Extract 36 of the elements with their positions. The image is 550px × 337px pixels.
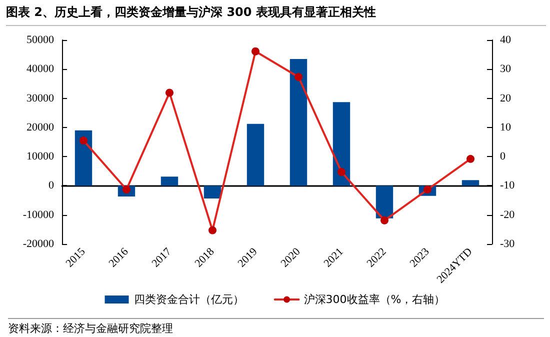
point <box>338 168 346 176</box>
chart-title: 图表 2、历史上看，四类资金增量与沪深 300 表现具有显著正相关性 <box>6 4 546 26</box>
legend-label: 四类资金合计（亿元） <box>134 293 244 306</box>
y2-tick-label: 40 <box>500 34 512 46</box>
point <box>294 73 302 82</box>
y-tick-label: 30000 <box>26 92 54 104</box>
bar <box>204 186 222 199</box>
y-tick-label: 40000 <box>26 63 54 76</box>
bar <box>246 124 264 186</box>
bar <box>376 186 394 218</box>
y-tick-label: 50000 <box>26 34 54 46</box>
point <box>80 136 88 145</box>
point <box>252 47 260 56</box>
y2-tick-label: -20 <box>500 208 516 221</box>
bar <box>74 130 92 186</box>
legend-label: 沪深300收益率（%，右轴） <box>304 293 446 306</box>
y2-tick-label: 0 <box>500 150 506 163</box>
y2-tick-label: -30 <box>500 238 516 250</box>
bar <box>462 180 480 186</box>
y-tick-label: 20000 <box>26 121 54 134</box>
y2-tick-label: 30 <box>500 63 512 76</box>
y2-tick-label: 10 <box>500 121 512 134</box>
point <box>380 216 388 224</box>
point <box>208 226 216 234</box>
point <box>166 88 174 97</box>
text: 资料来源：经济与金融研究院整理 <box>8 318 544 336</box>
y-tick-label: -10000 <box>22 208 54 221</box>
y2-tick-label: -10 <box>500 180 516 192</box>
bar <box>160 176 178 186</box>
bar <box>290 58 308 186</box>
y-tick-label: 0 <box>48 180 54 192</box>
y-tick-label: -20000 <box>22 238 54 250</box>
point <box>466 154 474 163</box>
y2-tick-label: 20 <box>500 92 512 104</box>
bar <box>332 102 350 186</box>
y-tick-label: 10000 <box>26 150 54 163</box>
